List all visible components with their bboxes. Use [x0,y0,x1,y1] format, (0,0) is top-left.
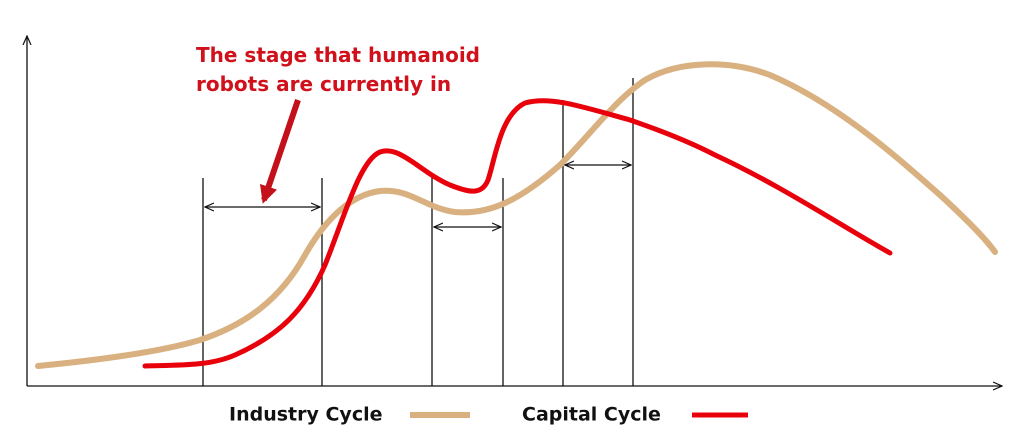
annotation-text: The stage that humanoid [196,43,480,67]
legend-label: Industry Cycle [229,404,382,426]
legend-label: Capital Cycle [522,404,661,426]
annotation-arrow [259,99,301,204]
industry-cycle-curve [35,61,998,369]
stage-dividers [202,78,634,386]
capital-cycle-curve [142,98,893,369]
annotation-text: robots are currently in [196,72,451,96]
